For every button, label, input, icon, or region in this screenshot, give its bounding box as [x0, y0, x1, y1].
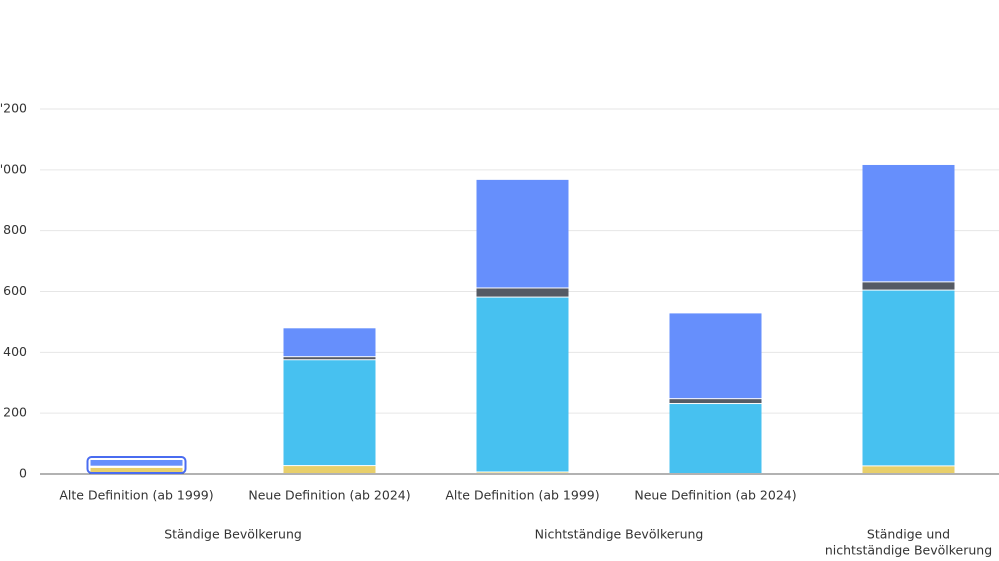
- x-tick-label: Neue Definition (ab 2024): [248, 488, 410, 503]
- group-label: Nichtständige Bevölkerung: [535, 527, 704, 542]
- y-tick-label: 800: [3, 222, 27, 237]
- bar-segment: [283, 360, 376, 466]
- group-label: nichtständige Bevölkerung: [825, 543, 992, 558]
- bar-segment: [669, 313, 762, 399]
- y-tick-label: 1'000: [0, 161, 27, 176]
- bar-segment: [476, 472, 569, 473]
- bar-segment: [862, 290, 955, 466]
- y-tick-label: 1'200: [0, 101, 27, 116]
- bar-segment: [283, 466, 376, 473]
- selection-outline: [86, 456, 187, 474]
- y-tick-label: 400: [3, 344, 27, 359]
- bar-segment: [90, 467, 183, 473]
- bar-segment: [862, 466, 955, 473]
- bar-segment: [862, 164, 955, 282]
- group-label: Ständige und: [867, 527, 950, 542]
- bar-segment: [283, 328, 376, 357]
- bar-segment: [283, 357, 376, 360]
- group-label: Ständige Bevölkerung: [164, 527, 302, 542]
- y-tick-label: 200: [3, 405, 27, 420]
- bar-segment: [669, 404, 762, 473]
- y-tick-label: 0: [19, 466, 27, 481]
- x-tick-label: Alte Definition (ab 1999): [59, 488, 213, 503]
- bar-segment: [90, 460, 183, 466]
- y-tick-label: 600: [3, 283, 27, 298]
- x-tick-label: Alte Definition (ab 1999): [445, 488, 599, 503]
- bar-segment: [669, 399, 762, 404]
- bar-segment: [476, 179, 569, 288]
- bar-segment: [862, 282, 955, 290]
- bar-segment: [476, 288, 569, 297]
- bar-segment: [476, 297, 569, 472]
- x-tick-label: Neue Definition (ab 2024): [634, 488, 796, 503]
